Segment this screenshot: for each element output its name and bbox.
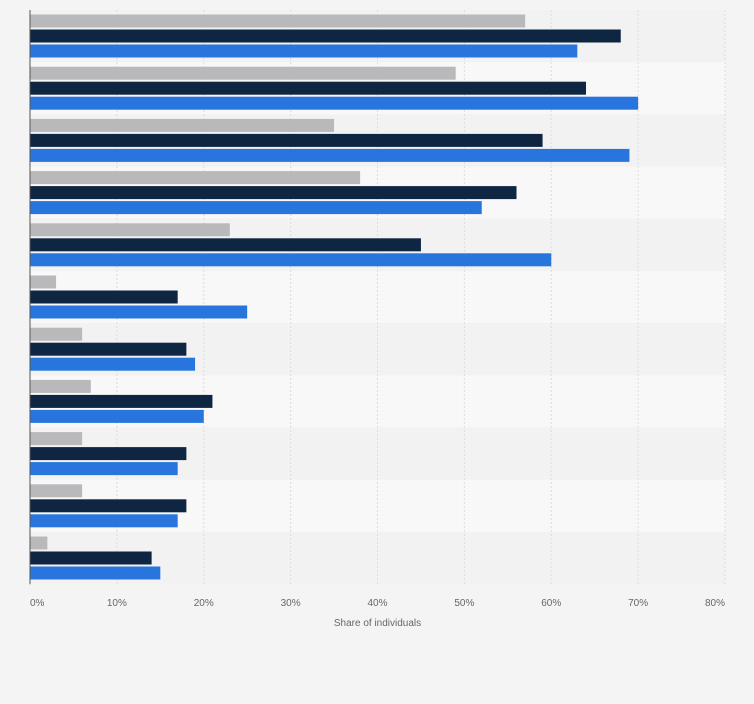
bar	[30, 171, 361, 185]
x-tick-label: 50%	[454, 598, 474, 609]
bar	[30, 66, 456, 80]
bar	[30, 394, 213, 408]
bar	[30, 409, 204, 423]
bar	[30, 81, 586, 95]
bar	[30, 223, 230, 237]
bar	[30, 29, 621, 43]
bar	[30, 186, 517, 200]
x-tick-label: 20%	[194, 598, 214, 609]
bar	[30, 514, 178, 528]
bar	[30, 432, 83, 446]
bar	[30, 238, 421, 252]
x-tick-label: 10%	[107, 598, 127, 609]
bar	[30, 327, 83, 341]
bar	[30, 305, 248, 319]
bar	[30, 342, 187, 356]
bar	[30, 484, 83, 498]
bar	[30, 357, 196, 371]
x-tick-label: 70%	[628, 598, 648, 609]
bar	[30, 462, 178, 476]
bar	[30, 96, 639, 110]
bar	[30, 253, 552, 267]
x-tick-label: 60%	[541, 598, 561, 609]
x-tick-label: 30%	[281, 598, 301, 609]
bar	[30, 290, 178, 304]
bar	[30, 379, 91, 393]
bar	[30, 133, 543, 147]
x-axis-title: Share of individuals	[334, 618, 421, 629]
bar	[30, 551, 152, 565]
bar	[30, 447, 187, 461]
bar	[30, 499, 187, 513]
bar	[30, 44, 578, 58]
bar	[30, 566, 161, 580]
bar	[30, 201, 482, 215]
bars	[30, 14, 639, 580]
bar	[30, 118, 335, 132]
x-tick-label: 40%	[367, 598, 387, 609]
bar	[30, 536, 48, 550]
x-tick-label: 0%	[30, 598, 45, 609]
x-tick-label: 80%	[705, 598, 725, 609]
x-tick-labels: 0% 10% 20% 30% 40% 50% 60% 70% 80%	[30, 598, 725, 609]
bar	[30, 148, 630, 162]
bar	[30, 14, 526, 28]
bar	[30, 275, 57, 289]
